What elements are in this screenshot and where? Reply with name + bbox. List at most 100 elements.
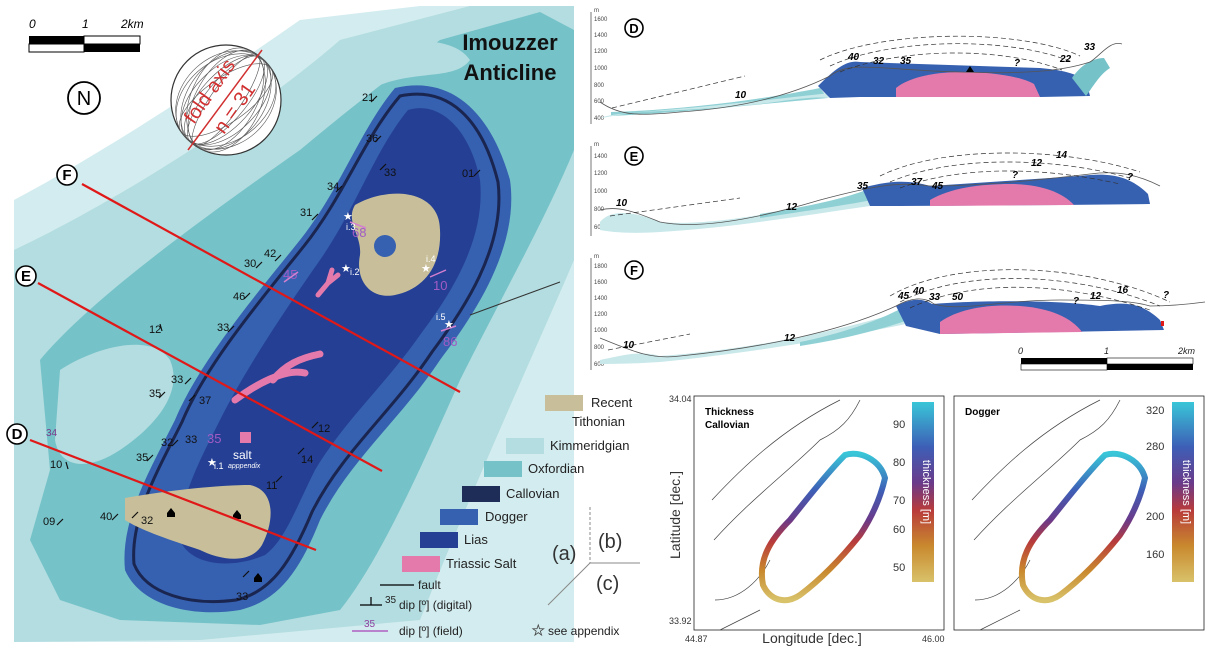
- salt-appendix-marker: salt apppendix: [228, 432, 261, 470]
- dip-label: 30: [244, 258, 256, 270]
- section-f-dips: 45 40 33 50 ? 12 16 ? 12 10: [623, 285, 1169, 351]
- section-markers: F E D: [6, 164, 78, 445]
- legend-dip-digital-symbol: [360, 597, 382, 606]
- dip-label: 46: [233, 291, 245, 303]
- appendix-points: ★ i.3 ★ i.2 ★ i.4 ★ i.5 ★ i.1: [207, 211, 454, 471]
- plot-dogger-ring: [1018, 450, 1149, 604]
- appendix-label: i.5: [436, 312, 446, 322]
- colorbar-label-callovian: thickness [m]: [920, 460, 932, 524]
- colorbar-tick: 60: [893, 524, 905, 536]
- scalebar-tick-2: 2km: [120, 17, 144, 31]
- section-line-e: [37, 282, 383, 472]
- colorbar-tick: 70: [893, 495, 905, 507]
- north-arrow: N: [67, 81, 101, 115]
- dip-label: 14: [1056, 150, 1068, 161]
- plot-callovian-ring: [758, 450, 889, 604]
- ytick: 800: [594, 345, 605, 351]
- dip-label: 10: [735, 90, 747, 101]
- recent-south: [125, 485, 271, 559]
- colorbar-tick: 160: [1146, 549, 1164, 561]
- map-title-line2: Anticline: [464, 60, 557, 85]
- dip-label: 33: [929, 292, 941, 303]
- colorbar-callovian: [912, 402, 934, 582]
- dip-label: 09: [43, 516, 55, 528]
- appendix-star: ★: [343, 211, 353, 223]
- legend-dip-digital: dip [º] (digital): [399, 598, 472, 612]
- section-d-label: D: [629, 21, 638, 36]
- cross-section-d: m 1600 1400 1200 1000 800 600 400 D 40 3…: [590, 8, 1123, 124]
- thickness-plot-callovian: Thickness Callovian 34.04 33.92 Latitude…: [667, 394, 945, 646]
- appendix-label: i.4: [426, 254, 436, 264]
- legend-dogger: Dogger: [485, 509, 528, 524]
- dip-label: 35: [900, 56, 912, 67]
- ytick: 1800: [594, 264, 608, 270]
- dip-label: 33: [171, 374, 183, 386]
- legend-see-appendix: see appendix: [548, 624, 619, 638]
- triassic-salt-branch-2: [315, 267, 341, 298]
- field-dip-label: 10: [433, 278, 447, 293]
- dip-label: 40: [847, 52, 860, 63]
- scalebar-tick-0: 0: [29, 17, 36, 31]
- ytick: 1000: [594, 328, 608, 334]
- section-f-marker: [1161, 321, 1164, 326]
- dip-label: ?: [1014, 58, 1020, 69]
- section-e-label: E: [630, 149, 639, 164]
- dip-label: ?: [1127, 172, 1133, 183]
- dip-label: 40: [912, 286, 925, 297]
- colorbar-tick: 80: [893, 457, 905, 469]
- legend-oxfordian: Oxfordian: [528, 461, 584, 476]
- colorbar-tick: 90: [893, 419, 905, 431]
- section-d-dashed-folds: [611, 35, 1081, 109]
- legend-kimmeridgian: Kimmeridgian: [550, 438, 629, 453]
- section-d-east-units: [1072, 58, 1110, 96]
- legend-callovian: Callovian: [506, 486, 559, 501]
- section-e-dashed-folds: [609, 152, 1141, 217]
- stereonet: fold axis n = 31: [170, 44, 282, 156]
- legend-triassic-salt: Triassic Salt: [446, 556, 517, 571]
- field-dip-label: 86: [443, 334, 457, 349]
- fault-line: [469, 281, 561, 316]
- ytick: 600: [594, 99, 605, 105]
- ytick: 1400: [594, 296, 608, 302]
- ytick: 1600: [594, 280, 608, 286]
- dip-label: ?: [1073, 296, 1079, 307]
- digital-dip-labels: 21 36 33 01 34 31 42 30 46 33 12 33 35 3…: [43, 92, 474, 603]
- legend-tithonian: Tithonian: [572, 414, 625, 429]
- ytick: 400: [594, 116, 605, 122]
- kimmeridgian-inlier: [55, 344, 174, 464]
- plot-dogger-title: Dogger: [965, 407, 1000, 418]
- dip-label: 36: [366, 133, 378, 145]
- dip-label: 33: [1084, 42, 1096, 53]
- colorbar-tick: 200: [1146, 511, 1164, 523]
- dip-label: 37: [199, 395, 211, 407]
- cross-section-f: m 1800 1600 1400 1200 1000 800 600 F 45 …: [590, 254, 1206, 370]
- section-marker-e: E: [21, 268, 31, 285]
- field-dip-label: 34: [46, 428, 58, 439]
- section-d-oxfordian: [611, 88, 828, 116]
- section-line-f: [81, 183, 461, 393]
- section-f-kimm: [600, 312, 906, 364]
- section-marker-f: F: [62, 167, 71, 184]
- dip-label: 32: [141, 515, 153, 527]
- colorbar-tick: 50: [893, 562, 905, 574]
- dip-symbols: [56, 95, 481, 578]
- legend-dip-field: dip [º] (field): [399, 624, 463, 638]
- dip-label: 33: [236, 591, 248, 603]
- dip-label: 33: [185, 434, 197, 446]
- panel-label-c: (c): [596, 573, 619, 595]
- village-markers: [167, 508, 262, 582]
- salt-sublabel: apppendix: [228, 463, 261, 470]
- dip-label: 16: [1117, 285, 1129, 296]
- section-f-unit: m: [594, 254, 599, 260]
- dip-label: 35: [149, 388, 161, 400]
- dip-label: 21: [362, 92, 374, 104]
- section-d-topo: [599, 42, 1123, 115]
- recent-north: [351, 193, 441, 296]
- section-e-unit: m: [594, 142, 599, 148]
- ytick: 600: [594, 225, 605, 231]
- dip-label: ?: [1012, 170, 1018, 181]
- dip-label: 33: [384, 167, 396, 179]
- lias-window: [374, 235, 396, 257]
- scalebar-tick-1: 1: [82, 17, 89, 31]
